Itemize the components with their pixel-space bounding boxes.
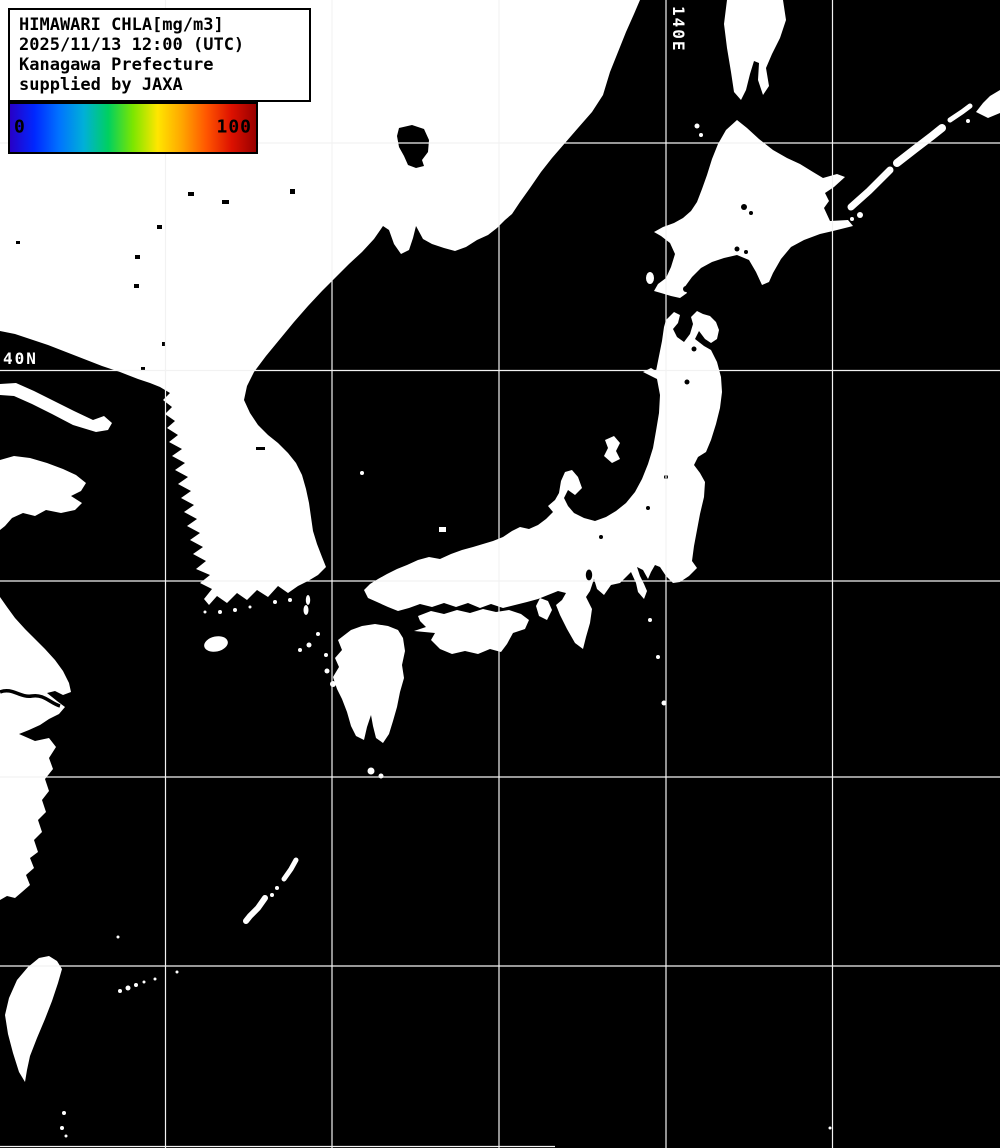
legend-datetime: 2025/11/13 12:00 (UTC) [19,35,245,55]
island-amami [281,857,299,882]
legend-source: supplied by JAXA [19,75,183,95]
land-shikoku [414,609,529,654]
small-islands [60,90,1000,1138]
island-northeast-corner [976,90,1000,118]
land-sakhalin [724,0,786,100]
island-urup [947,103,973,123]
legend-region: Kanagawa Prefecture [19,55,214,75]
island-kunashir [847,166,894,211]
yangtze-river [0,689,61,708]
inland-water-details [16,125,753,581]
colorbar-max-label: 100 [216,116,252,138]
land-kyushu [333,624,405,743]
ryukyu-main-islands [243,857,299,924]
land-honshu [364,311,722,649]
parallel-label-40n: 40N [0,350,41,368]
land-sado-island [604,436,620,463]
lake-biwa [585,569,593,581]
island-okinawa [243,895,268,924]
colorbar: 0 100 [8,102,258,154]
land-jeju-island [204,636,228,652]
meridian-label-140e: 140E [669,3,688,56]
hakodate-bay [683,286,689,292]
land-awaji-island [536,598,552,620]
lake-khanka [397,125,429,168]
legend-title: HIMAWARI CHLA[mg/m3] [19,15,224,35]
land-shandong-peninsula [0,456,86,530]
colorbar-min-label: 0 [14,116,26,138]
land-taiwan [5,956,62,1082]
land-china-coast [0,597,71,900]
land-hokkaido [654,120,853,298]
land-liaodong-peninsula [0,383,112,432]
legend-box: HIMAWARI CHLA[mg/m3] 2025/11/13 12:00 (U… [8,8,311,102]
